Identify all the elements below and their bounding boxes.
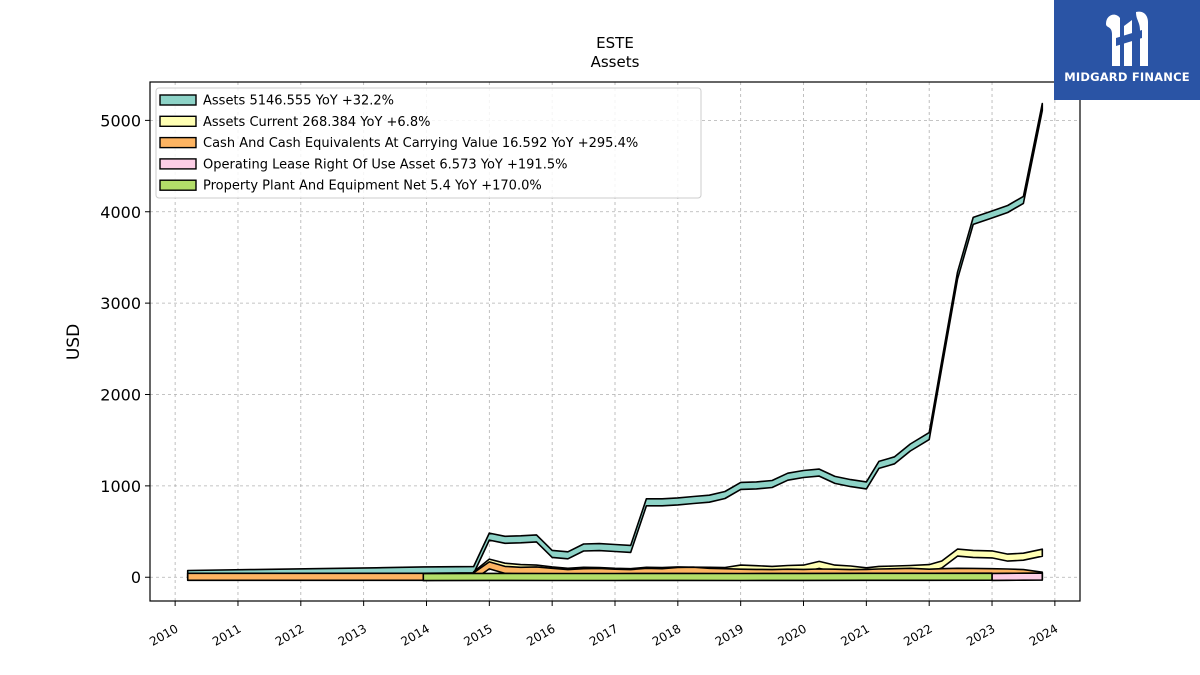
x-tick-label: 2010	[147, 621, 180, 648]
x-tick-label: 2014	[399, 621, 432, 648]
series-assets	[186, 102, 1044, 579]
y-tick-label: 4000	[100, 203, 141, 222]
legend-box	[155, 87, 702, 199]
legend-swatch	[159, 179, 197, 191]
legend-swatch	[159, 136, 197, 149]
x-tick-label: 2012	[273, 621, 306, 648]
legend-swatch	[159, 94, 197, 106]
brand-logo: MIDGARD FINANCE	[1054, 0, 1200, 100]
legend: Assets 5146.555 YoY +32.2% Assets Current…	[155, 87, 702, 199]
chart-title: ESTE	[596, 34, 634, 52]
x-tick-label: 2013	[336, 621, 369, 648]
brand-mark-icon	[1106, 11, 1148, 66]
legend-label: Property Plant And Equipment Net 5.4 YoY…	[203, 179, 542, 194]
x-tick-label: 2024	[1027, 621, 1060, 648]
legend-label: Assets 5146.555 YoY +32.2%	[203, 94, 394, 109]
chart-subtitle: Assets	[591, 53, 640, 71]
x-tick-label: 2011	[210, 621, 243, 648]
x-tick-label: 2017	[587, 621, 620, 648]
x-tick-label: 2016	[524, 621, 557, 648]
legend-label: Operating Lease Right Of Use Asset 6.573…	[203, 157, 567, 172]
x-tick-label: 2015	[461, 621, 494, 648]
x-tick-label: 2020	[776, 621, 809, 648]
series-layer	[186, 102, 1044, 582]
x-tick-label: 2023	[964, 621, 997, 648]
x-tick-label: 2018	[650, 621, 683, 648]
legend-swatch	[159, 115, 197, 128]
legend-label: Assets Current 268.384 YoY +6.8%	[203, 115, 430, 130]
y-axis-ticks: 0 1000 2000 3000 4000 5000	[100, 111, 150, 587]
x-tick-label: 2021	[838, 621, 871, 648]
y-tick-label: 0	[131, 568, 141, 587]
y-tick-label: 2000	[100, 385, 141, 404]
legend-label: Cash And Cash Equivalents At Carrying Va…	[203, 136, 638, 151]
y-tick-label: 3000	[100, 294, 141, 313]
legend-swatch	[159, 158, 197, 170]
y-tick-label: 1000	[100, 477, 141, 496]
y-tick-label: 5000	[100, 111, 141, 130]
x-axis-ticks: 2010 2011 2012 2013 2014 2015 2016 2017 2018 2019…	[147, 601, 1060, 649]
series-property-plant-and-equipment-net	[422, 572, 993, 582]
series-operating-lease-right-of-use-asset	[991, 572, 1044, 582]
x-tick-label: 2019	[713, 621, 746, 648]
x-tick-label: 2022	[901, 621, 934, 648]
brand-name: MIDGARD FINANCE	[1064, 70, 1190, 84]
y-axis-label: USD	[64, 324, 84, 360]
